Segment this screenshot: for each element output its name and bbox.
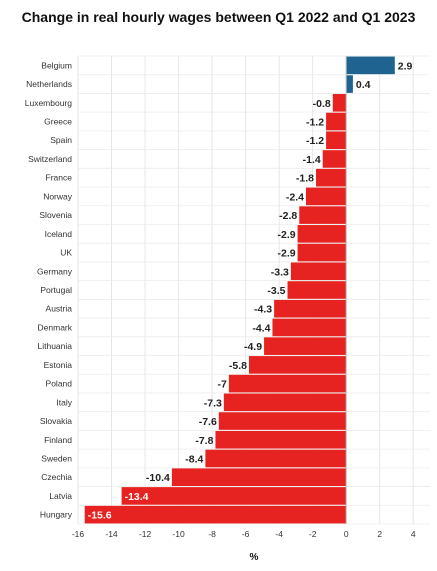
data-label: -13.4 <box>125 491 149 503</box>
data-label: -1.8 <box>296 173 314 185</box>
bar-poland <box>228 374 347 393</box>
data-label: -4.3 <box>254 304 272 316</box>
x-tick-label: 4 <box>411 529 416 539</box>
bar-greece <box>326 112 347 131</box>
bar-france <box>316 168 347 187</box>
data-label: -2.8 <box>279 210 297 222</box>
bar-finland <box>215 430 347 449</box>
category-label: Hungary <box>40 510 73 520</box>
data-label: -0.8 <box>313 98 331 110</box>
x-tick-label: -14 <box>105 529 118 539</box>
category-label: UK <box>60 248 72 258</box>
data-label: -7.6 <box>199 416 217 428</box>
bar-netherlands <box>346 75 353 93</box>
x-tick-label: -16 <box>72 529 85 539</box>
data-label: -10.4 <box>146 472 170 484</box>
category-label: Netherlands <box>26 79 72 89</box>
x-tick-label: 0 <box>344 529 349 539</box>
category-label: Finland <box>44 435 72 445</box>
category-label: Iceland <box>45 229 73 239</box>
data-label: -1.2 <box>306 117 324 129</box>
data-label: -8.4 <box>185 453 203 465</box>
data-label: -4.4 <box>252 322 270 334</box>
bar-slovenia <box>299 206 347 224</box>
category-label: Sweden <box>41 453 72 463</box>
category-label: Luxembourg <box>25 98 73 108</box>
bar-estonia <box>248 356 347 374</box>
category-label: France <box>46 173 73 183</box>
x-tick-label: -4 <box>275 529 283 539</box>
data-label: 0.4 <box>356 79 371 91</box>
data-label: -2.9 <box>277 229 295 241</box>
data-label: 2.9 <box>398 60 413 72</box>
data-label: -5.8 <box>229 360 247 372</box>
x-tick-label: 2 <box>377 529 382 539</box>
x-tick-label: -2 <box>309 529 317 539</box>
data-label: -7 <box>218 379 227 391</box>
data-label: -7.8 <box>195 435 213 447</box>
category-label: Latvia <box>49 491 72 501</box>
category-label: Italy <box>56 397 72 407</box>
category-label: Germany <box>37 266 73 276</box>
category-label: Slovakia <box>40 416 72 426</box>
category-label: Denmark <box>38 322 73 332</box>
bar-denmark <box>272 318 347 337</box>
data-label: -1.4 <box>303 154 321 166</box>
chart-title: Change in real hourly wages between Q1 2… <box>21 9 416 25</box>
bar-italy <box>223 393 347 412</box>
category-label: Spain <box>50 135 72 145</box>
bar-spain <box>326 131 347 150</box>
category-label: Switzerland <box>28 154 72 164</box>
category-label: Belgium <box>41 60 72 70</box>
bar-switzerland <box>322 150 347 168</box>
x-tick-label: -10 <box>172 529 185 539</box>
category-label: Estonia <box>44 360 73 370</box>
bar-lithuania <box>264 337 347 355</box>
data-label: -3.3 <box>271 266 289 278</box>
category-label: Greece <box>44 117 72 127</box>
x-tick-label: -12 <box>139 529 152 539</box>
x-tick-label: -8 <box>208 529 216 539</box>
bar-norway <box>305 187 347 206</box>
category-label: Slovenia <box>39 210 72 220</box>
bar-iceland <box>297 225 347 243</box>
category-label: Portugal <box>40 285 72 295</box>
category-label: Austria <box>46 304 73 314</box>
bar-belgium <box>346 56 395 75</box>
category-label: Poland <box>46 379 73 389</box>
bar-germany <box>290 262 347 281</box>
data-label: -4.9 <box>244 341 262 353</box>
bar-czechia <box>171 468 347 486</box>
bar-sweden <box>205 449 347 468</box>
data-label: -15.6 <box>88 510 112 522</box>
bar-slovakia <box>218 412 347 430</box>
data-label: -2.9 <box>277 248 295 260</box>
category-label: Czechia <box>41 472 72 482</box>
data-label: -1.2 <box>306 135 324 147</box>
category-label: Norway <box>43 191 73 201</box>
bar-hungary <box>84 505 347 524</box>
x-axis-title: % <box>250 552 259 563</box>
x-tick-label: -6 <box>242 529 250 539</box>
data-label: -7.3 <box>204 397 222 409</box>
data-label: -3.5 <box>267 285 285 297</box>
bar-uk <box>297 243 347 262</box>
bar-portugal <box>287 281 347 299</box>
category-label: Lithuania <box>37 341 72 351</box>
data-label: -2.4 <box>286 191 304 203</box>
bar-austria <box>274 299 347 318</box>
bar-latvia <box>121 487 347 505</box>
bar-luxembourg <box>332 94 347 112</box>
